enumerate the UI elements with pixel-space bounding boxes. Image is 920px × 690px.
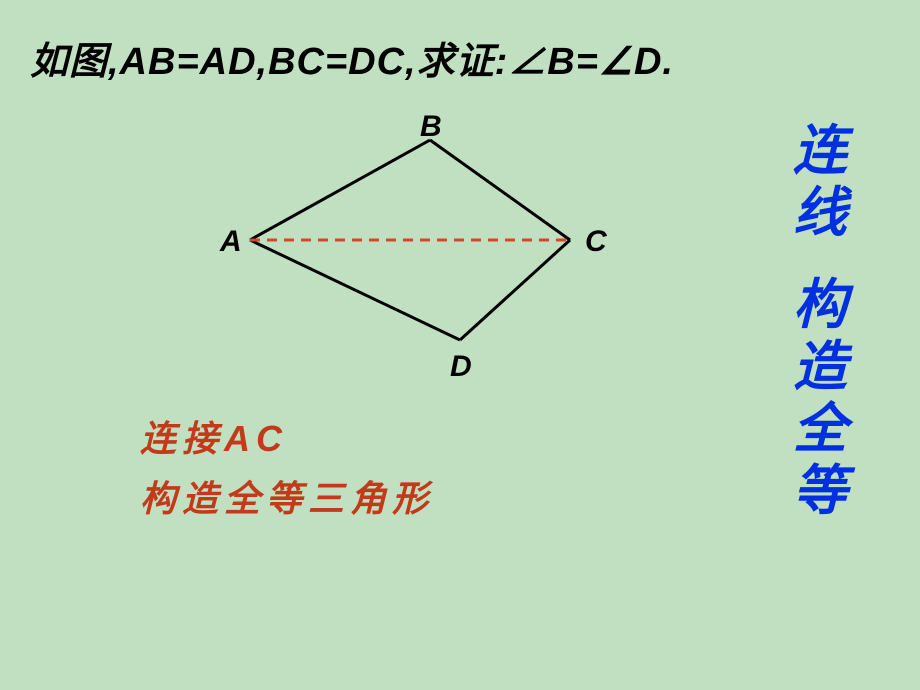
- point-label-A: A: [220, 225, 242, 259]
- side-char: 线: [790, 182, 850, 244]
- side-char: 等: [790, 460, 850, 522]
- side-char: 连: [790, 120, 850, 182]
- side-char: 全: [790, 398, 850, 460]
- side-char: 造: [790, 336, 850, 398]
- point-label-C: C: [585, 225, 607, 259]
- edge-AB: [250, 140, 430, 240]
- side-gap: [790, 244, 850, 274]
- edge-CD: [460, 240, 570, 340]
- point-label-D: D: [450, 350, 472, 384]
- point-label-B: B: [420, 110, 442, 144]
- hint-line-2: 构造全等三角形: [140, 470, 434, 522]
- diagram-svg: [210, 120, 610, 380]
- side-char: 构: [790, 274, 850, 336]
- hint-line-1: 连接AC: [140, 410, 288, 462]
- side-note: 连线构造全等: [790, 120, 850, 523]
- edge-BC: [430, 140, 570, 240]
- problem-title: 如图,AB=AD,BC=DC,求证:∠B=∠D.: [30, 30, 674, 85]
- geometry-diagram: ABCD: [210, 120, 610, 380]
- edge-DA: [250, 240, 460, 340]
